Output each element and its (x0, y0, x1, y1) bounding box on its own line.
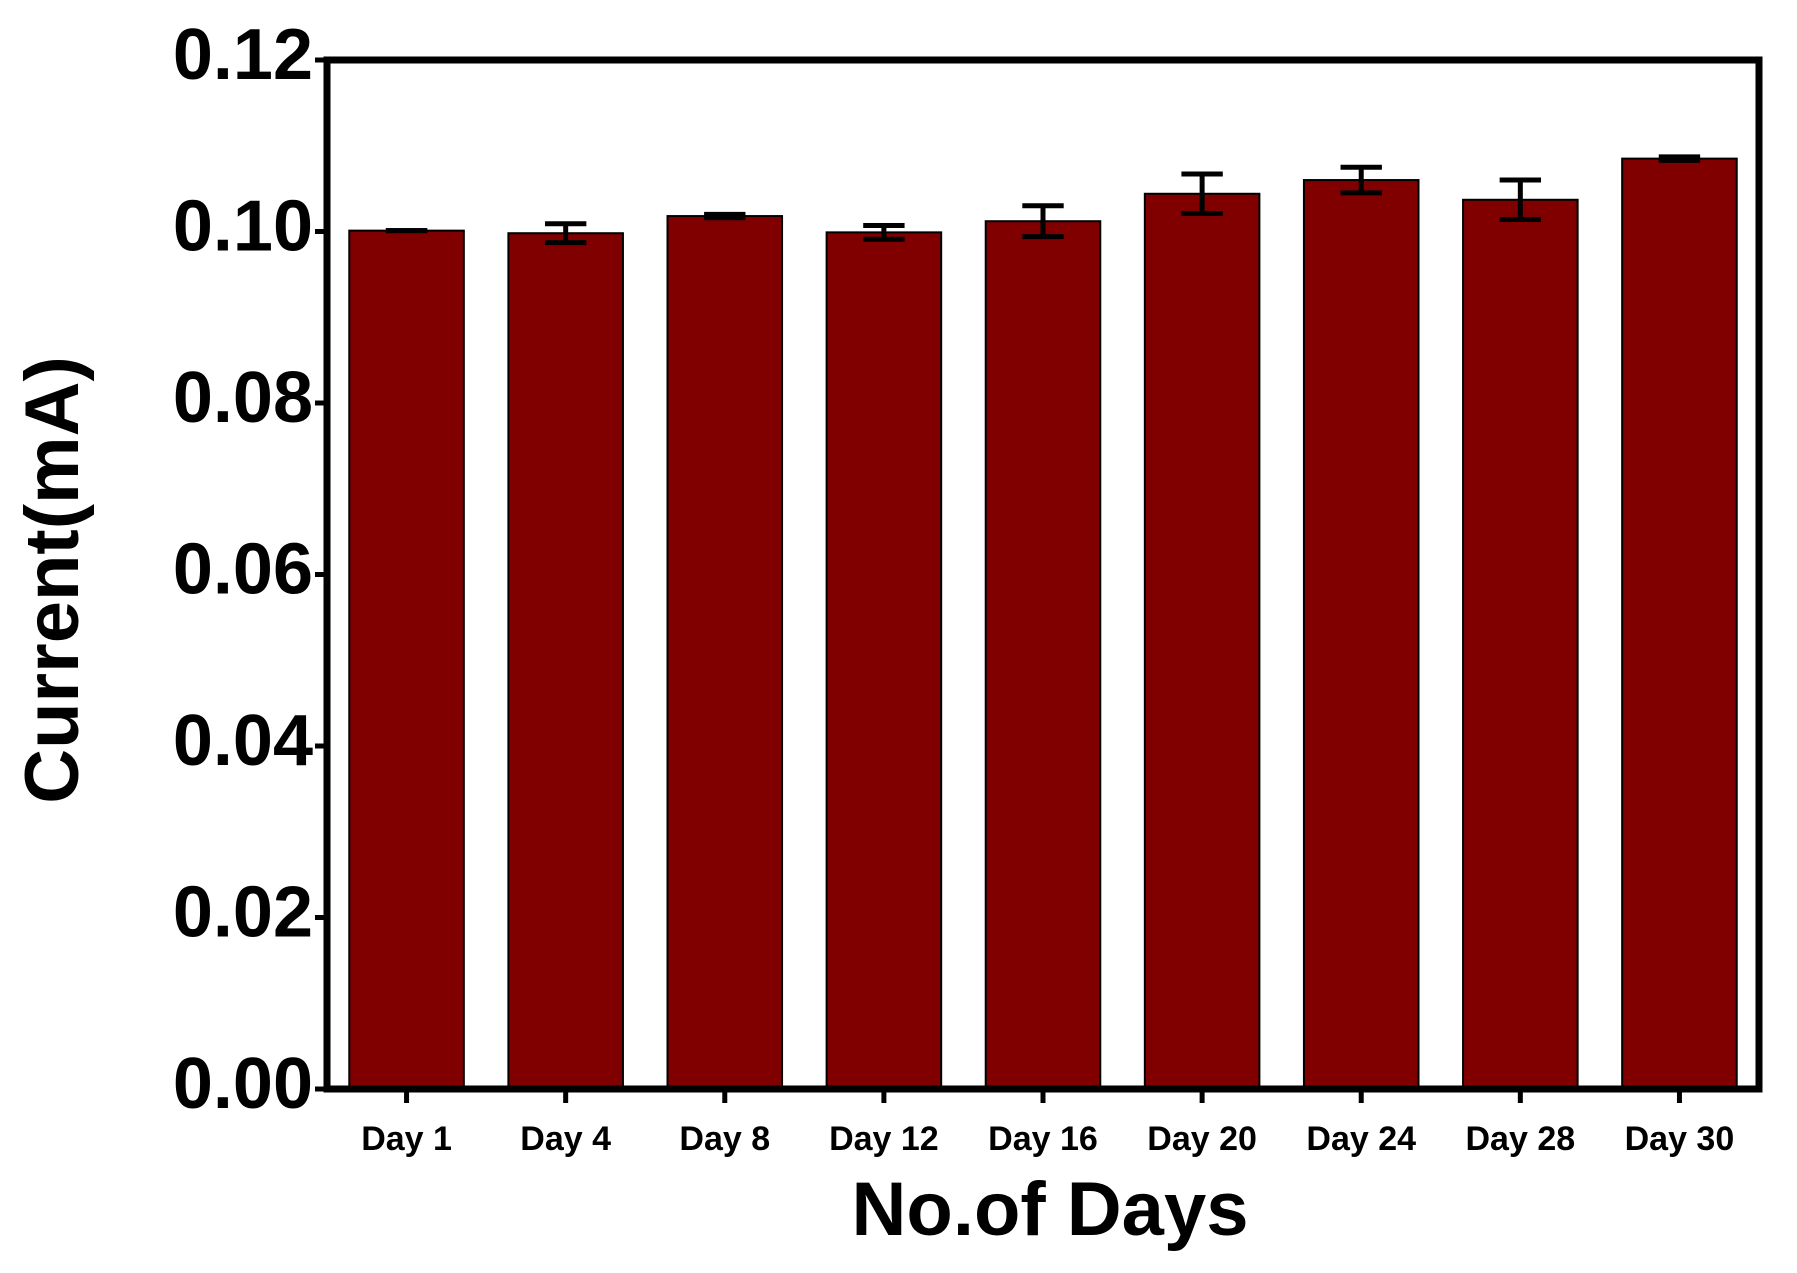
bar (507, 232, 624, 1090)
x-tick-label: Day 16 (988, 1120, 1098, 1158)
x-tick-label: Day 12 (829, 1120, 939, 1158)
plot-frame (323, 56, 1763, 1093)
x-tick-label: Day 24 (1306, 1120, 1416, 1158)
y-tick-label: 0.04 (173, 701, 313, 781)
bar (666, 215, 784, 1090)
y-tick-label: 0.08 (173, 358, 313, 438)
x-tick-label: Day 28 (1466, 1120, 1576, 1158)
x-tick-label: Day 8 (679, 1120, 770, 1158)
bar (1621, 157, 1738, 1091)
x-tick-label: Day 1 (361, 1120, 452, 1158)
bar (1462, 198, 1579, 1090)
x-axis-label: No.of Days (852, 1167, 1249, 1252)
x-tick-label: Day 20 (1147, 1120, 1257, 1158)
bar (1302, 179, 1420, 1091)
y-tick-label: 0.12 (173, 15, 313, 95)
bar (348, 229, 465, 1090)
y-tick-label: 0.06 (173, 530, 313, 610)
y-tick-label: 0.10 (173, 187, 313, 267)
x-tick-label: Day 4 (520, 1120, 611, 1158)
y-tick-label: 0.00 (173, 1044, 313, 1124)
bar (984, 220, 1102, 1090)
bar (825, 231, 943, 1091)
x-tick-label: Day 30 (1625, 1120, 1735, 1158)
y-tick-label: 0.02 (173, 873, 313, 953)
bar (1143, 192, 1261, 1090)
y-axis-label: Current(mA) (10, 356, 95, 804)
